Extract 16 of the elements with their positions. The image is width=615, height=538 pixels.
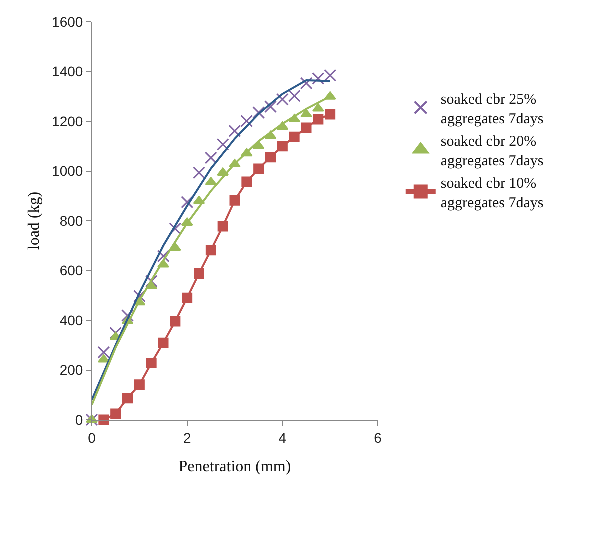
y-tick-label: 1200	[52, 113, 84, 130]
x-tick-label: 6	[374, 430, 382, 446]
y-tick-label: 200	[60, 362, 84, 378]
y-tick-label: 800	[60, 212, 84, 229]
y-tick-label: 400	[60, 312, 84, 328]
y-tick-label: 1000	[52, 163, 84, 180]
x-tick-label: 0	[88, 430, 96, 446]
x-axis-title: Penetration (mm)	[178, 458, 292, 476]
x-tick-label: 2	[183, 430, 192, 446]
y-tick-label: 1400	[52, 64, 84, 80]
legend-label: soaked cbr 10% aggregates 7days	[440, 176, 544, 212]
y-tick-label: 1600	[52, 14, 84, 30]
y-tick-label: 600	[60, 262, 84, 279]
y-tick-label: 0	[75, 412, 84, 428]
x-tick-label: 4	[278, 430, 287, 446]
y-axis-title: load (kg)	[26, 192, 43, 250]
